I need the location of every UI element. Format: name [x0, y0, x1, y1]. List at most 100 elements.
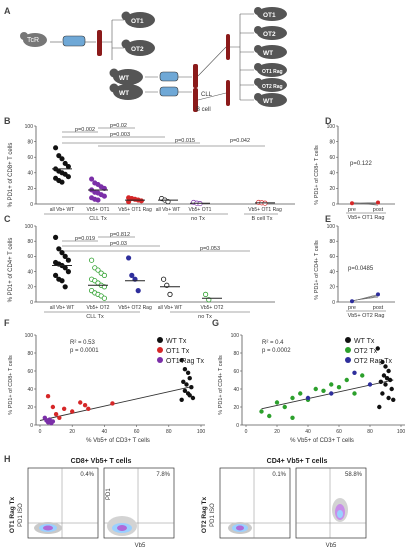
y-tick-label: 40 [27, 269, 33, 275]
y-tick-label: 60 [27, 254, 33, 260]
y-tick-label: 20 [27, 285, 33, 291]
y-tick-label: 100 [25, 224, 34, 230]
svg-text:OT2: OT2 [263, 31, 276, 38]
x-tick-label: 100 [397, 429, 406, 435]
chart-c-group-cll: CLL Tx [86, 314, 104, 320]
panel-label-e: E [325, 214, 331, 224]
chart-c-ylabel: % PD1+ of CD4+ T cells [8, 238, 14, 303]
y-tick-label: 40 [329, 171, 335, 177]
data-point [78, 400, 83, 405]
data-point [56, 246, 62, 252]
data-point [259, 409, 264, 414]
data-point [329, 382, 334, 387]
svg-text:OT2 Tx: OT2 Tx [354, 348, 378, 355]
y-tick-label: 80 [27, 239, 33, 245]
flow-plot-1-pct: 0.4% [80, 472, 94, 478]
flow-plot-4-pct: 58.8% [345, 472, 363, 478]
flow-plot-2-ylabel: PD1 [106, 488, 112, 500]
data-point [50, 404, 56, 410]
data-point [189, 385, 194, 390]
data-point [59, 156, 65, 162]
flow-right-row-label-1: OT2 Rag Tx [201, 497, 208, 534]
data-point [65, 268, 72, 275]
x-tick-label: Vb5+ OT1 [189, 207, 212, 213]
x-tick-label: 0 [39, 429, 42, 435]
svg-text:OT2 Rag: OT2 Rag [262, 84, 283, 90]
flow-plot-1: 0.4% [27, 467, 99, 539]
svg-text:p=0.053: p=0.053 [200, 246, 220, 252]
chart-b-group-cll: CLL Tx [89, 216, 107, 222]
y-tick-label: 60 [329, 155, 335, 161]
chart-g-legend: WT Tx OT2 Tx OT2 Rag Tx [345, 337, 392, 365]
x-tick-label: 20 [274, 429, 280, 435]
x-tick-label: all Vb+ WT [50, 305, 75, 311]
data-point [298, 391, 303, 396]
svg-text:WT Tx: WT Tx [354, 338, 375, 345]
x-tick-label: Vb5+ OT2 [201, 305, 224, 311]
data-point [138, 198, 144, 204]
flow-left-title: CD8+ Vb5+ T cells [71, 458, 132, 465]
data-point [95, 197, 101, 203]
data-point [313, 386, 318, 392]
chart-g-r2: R² = 0.4 [262, 340, 284, 346]
data-point [53, 145, 59, 151]
data-point [290, 415, 295, 420]
data-point [386, 368, 391, 374]
svg-text:OT2: OT2 [131, 46, 144, 53]
y-tick-label: 80 [27, 139, 33, 145]
data-point [389, 386, 394, 392]
chart-b: % PD1+ of CD8+ T cells p=0.002 p=0.02 p=… [8, 123, 295, 222]
svg-text:WT: WT [119, 90, 129, 97]
y-tick-label: 100 [231, 333, 240, 339]
flow-plot-3: 0.1% [219, 467, 291, 539]
data-point [187, 393, 192, 398]
chart-b-pvalues: p=0.002 p=0.02 p=0.003 p=0.015 p=0.042 [75, 123, 250, 144]
data-point [386, 395, 391, 401]
data-point [56, 153, 62, 159]
data-point [95, 267, 101, 273]
svg-text:WT: WT [263, 98, 273, 105]
y-tick-label: 20 [27, 186, 33, 192]
flow-right-xlabel: Vb5 [326, 543, 337, 549]
data-point [182, 367, 188, 372]
data-point [383, 364, 388, 369]
y-tick-label: 0 [30, 202, 33, 208]
x-tick-label: 60 [336, 429, 342, 435]
svg-text:OT1: OT1 [263, 12, 276, 19]
mouse-ot1: OT1 [121, 11, 155, 28]
data-point [82, 403, 88, 408]
svg-text:p=0.042: p=0.042 [230, 138, 250, 144]
recipient-wt-1: WT [254, 45, 287, 59]
data-point [62, 265, 68, 271]
chart-d-group: Vb5+ OT1 Rag [348, 215, 385, 221]
data-point [179, 358, 184, 363]
data-point [344, 377, 349, 383]
data-point [182, 388, 188, 393]
data-point [89, 176, 95, 182]
data-point [391, 397, 396, 402]
data-point [350, 299, 354, 304]
data-point [380, 359, 385, 365]
data-point [65, 164, 71, 170]
chart-f-p: p = 0.0001 [70, 348, 99, 354]
chart-e-x-pre: pre [348, 305, 356, 311]
y-tick-label: 60 [233, 369, 239, 375]
schematic: TcR OT1 OT2 WT WT [20, 7, 287, 113]
chart-f-xlabel: % Vb5+ of CD3+ T cells [86, 438, 150, 444]
data-point [381, 373, 387, 378]
y-tick-label: 0 [30, 300, 33, 306]
svg-text:p=0.02: p=0.02 [110, 123, 127, 129]
y-tick-label: 0 [332, 300, 335, 306]
data-point [383, 382, 388, 387]
chart-e-x-post: post [373, 305, 384, 311]
data-point [52, 234, 59, 240]
y-tick-label: 40 [27, 171, 33, 177]
svg-text:p=0.019: p=0.019 [75, 236, 95, 242]
svg-text:OT2 Rag Tx: OT2 Rag Tx [354, 358, 392, 365]
panel-label-h: H [4, 454, 11, 464]
recipient-wt-2: WT [254, 93, 287, 107]
data-point [89, 257, 95, 263]
chart-e-pvalue: p=0.0485 [348, 266, 374, 272]
x-tick-label: all Vb+ WT [50, 207, 75, 213]
recipient-ot2: OT2 [254, 26, 287, 40]
